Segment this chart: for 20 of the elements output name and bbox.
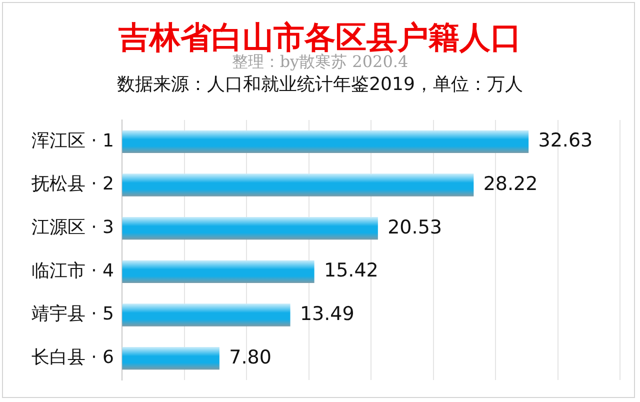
data-label: 7.80 <box>229 346 272 368</box>
bar <box>122 347 220 370</box>
y-tick-label: 临江市 · 4 <box>31 260 114 282</box>
data-label: 32.63 <box>538 130 593 152</box>
y-tick-label: 浑江区 · 1 <box>31 130 114 152</box>
bar <box>122 130 529 153</box>
y-tick-label: 抚松县 · 2 <box>30 174 114 195</box>
bar <box>122 217 378 240</box>
data-label: 28.22 <box>483 172 538 195</box>
y-tick-label: 江源区 · 3 <box>31 217 114 238</box>
bar <box>122 304 290 326</box>
y-tick-label: 靖宇县 · 5 <box>31 304 114 325</box>
data-label: 20.53 <box>388 216 442 238</box>
source-note: 数据来源：人口和就业统计年鉴2019，单位：万人 <box>116 74 524 96</box>
bar <box>122 174 474 196</box>
data-label: 15.42 <box>324 260 378 282</box>
chart-subtitle: 整理：by散寒苏 2020.4 <box>230 52 408 72</box>
y-tick-label: 长白县 · 6 <box>31 347 114 368</box>
bar <box>122 260 314 283</box>
data-label: 13.49 <box>300 302 354 325</box>
